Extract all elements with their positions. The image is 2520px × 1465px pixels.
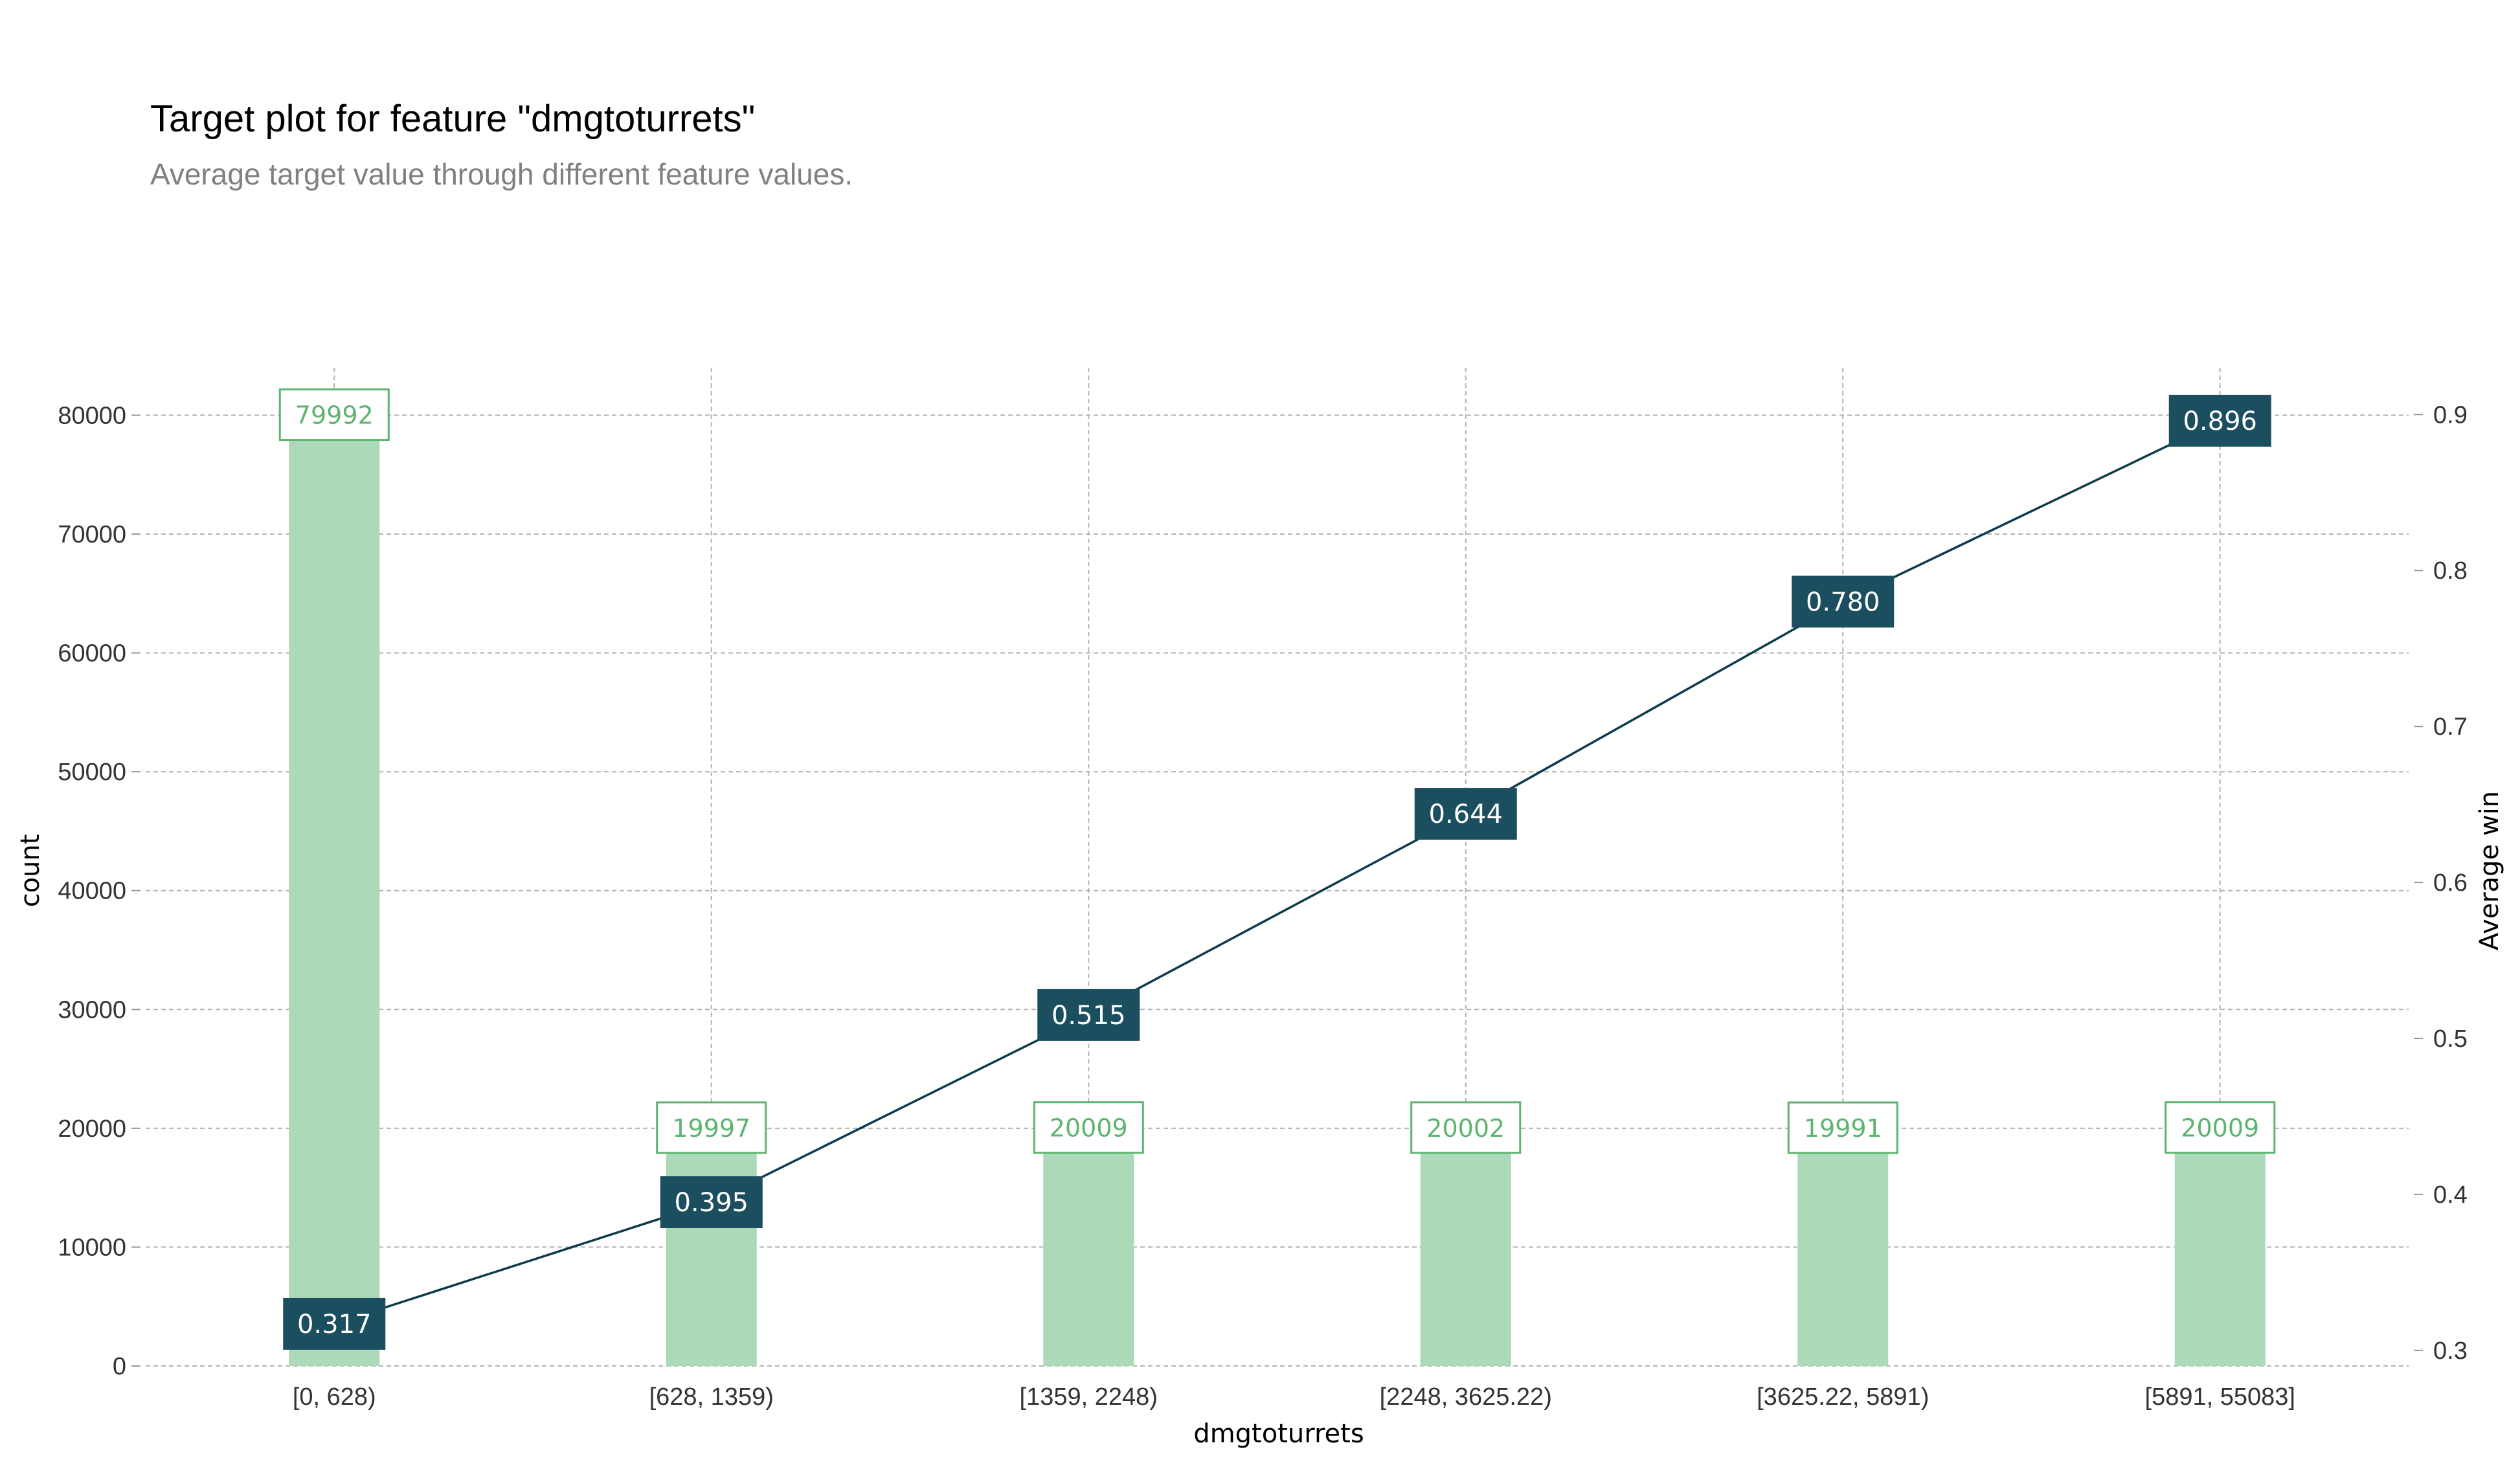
count-label: 19997 — [672, 1114, 750, 1143]
y-tick-label: 0 — [113, 1353, 126, 1380]
count-bar — [1043, 1128, 1134, 1366]
count-label: 20002 — [1426, 1114, 1505, 1143]
grid-layer — [146, 368, 2409, 1367]
y-tick-label: 40000 — [58, 878, 126, 905]
y2-tick-label: 0.3 — [2433, 1337, 2468, 1365]
y-tick-label: 70000 — [58, 521, 126, 548]
count-bar — [1797, 1128, 1889, 1366]
average-label: 0.644 — [1428, 800, 1503, 829]
x-tick-label: [0, 628) — [293, 1383, 376, 1411]
axis-layer: dmgtoturrets count Average win 0 10000 200… — [16, 401, 2504, 1449]
label-layer: 79992 19997 20009 20002 19991 20009 0.317 0.395… — [278, 388, 2276, 1350]
count-label-box — [2165, 1101, 2276, 1154]
average-label: 0.395 — [674, 1188, 748, 1218]
chart-title: Target plot for feature "dmgtoturrets" — [150, 98, 756, 140]
y-axis-label: count — [16, 834, 45, 908]
average-label-box — [2168, 394, 2271, 447]
count-bar — [2174, 1128, 2266, 1366]
count-label-box — [1787, 1101, 1898, 1154]
average-label: 0.896 — [2183, 407, 2257, 436]
y2-tick-label: 0.5 — [2433, 1025, 2468, 1053]
x-tick-label: [3625.22, 5891) — [1757, 1383, 1929, 1411]
average-label-box — [1414, 788, 1517, 840]
line-layer — [333, 419, 2221, 1325]
y-tick-label: 20000 — [58, 1115, 126, 1143]
y-tick-label: 50000 — [58, 759, 126, 786]
count-label: 20009 — [2181, 1114, 2259, 1143]
count-label: 20009 — [1050, 1114, 1128, 1143]
y2-axis-label: Average win — [2475, 791, 2504, 950]
y2-tick-label: 0.8 — [2433, 557, 2468, 585]
average-label: 0.515 — [1052, 1001, 1126, 1031]
x-axis-label: dmgtoturrets — [1193, 1419, 1364, 1449]
average-label-box — [660, 1176, 763, 1229]
count-bar — [289, 415, 380, 1366]
count-label-box — [1033, 1101, 1144, 1154]
count-bar — [1420, 1128, 1511, 1366]
average-label: 0.780 — [1806, 587, 1880, 617]
count-label-box — [1410, 1101, 1522, 1154]
chart-subtitle: Average target value through different f… — [150, 157, 853, 191]
average-label-box — [1792, 576, 1895, 628]
y2-tick-label: 0.7 — [2433, 713, 2468, 741]
count-label: 79992 — [295, 401, 374, 430]
average-label-box — [283, 1297, 386, 1350]
x-tick-label: [5891, 55083] — [2145, 1383, 2295, 1411]
average-label: 0.317 — [297, 1310, 372, 1339]
y2-tick-label: 0.4 — [2433, 1181, 2468, 1209]
x-tick-label: [628, 1359) — [649, 1383, 774, 1411]
y-tick-label: 10000 — [58, 1234, 126, 1261]
count-label: 19991 — [1804, 1114, 1882, 1143]
count-bar — [666, 1128, 757, 1366]
count-label-box — [656, 1101, 767, 1154]
x-tick-label: [1359, 2248) — [1020, 1383, 1158, 1411]
y-tick-label: 30000 — [58, 996, 126, 1023]
x-tick-label: [2248, 3625.22) — [1380, 1383, 1552, 1411]
average-label-box — [1037, 989, 1140, 1041]
count-label-box — [278, 388, 390, 442]
y2-tick-label: 0.6 — [2433, 869, 2468, 897]
bar-layer — [289, 415, 2266, 1366]
y2-tick-label: 0.9 — [2433, 401, 2468, 429]
y-tick-label: 80000 — [58, 402, 126, 429]
average-win-line — [333, 419, 2221, 1325]
y-tick-label: 60000 — [58, 640, 126, 667]
